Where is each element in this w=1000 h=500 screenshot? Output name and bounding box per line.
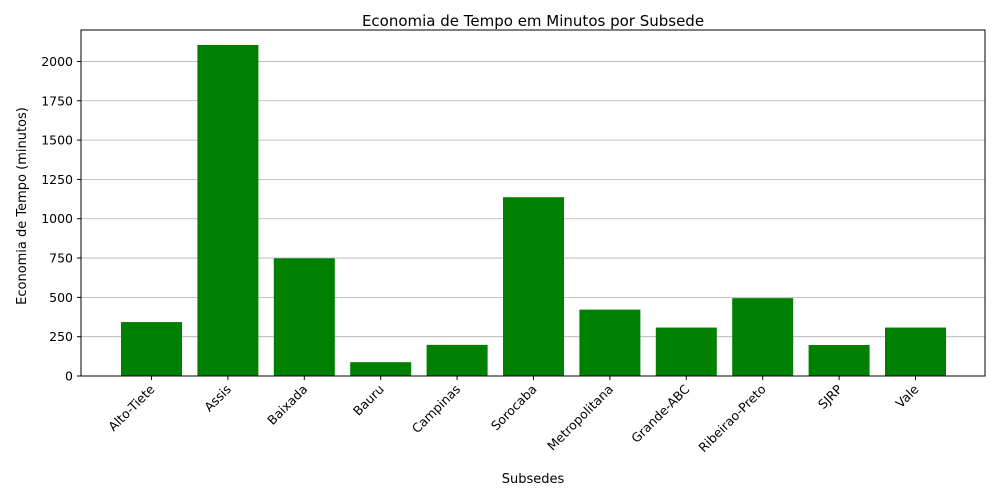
y-axis-ticks: 0 250 500 750 1000 1250 1500 1750 2000 (41, 54, 81, 384)
chart-title: Economia de Tempo em Minutos por Subsede (362, 12, 704, 30)
bar (426, 344, 488, 376)
x-tick-label: Baixada (264, 382, 310, 428)
bar (579, 309, 641, 376)
bar (273, 258, 335, 376)
x-tick-label: Assis (201, 382, 234, 415)
bar (503, 197, 564, 376)
bar (808, 345, 870, 376)
x-tick-label: Metropolitana (544, 382, 616, 454)
x-tick-label: Vale (892, 381, 921, 410)
y-tick-label: 2000 (41, 54, 73, 69)
y-tick-label: 250 (49, 329, 73, 344)
x-tick-label: Ribeirao-Preto (695, 382, 768, 455)
y-tick-label: 500 (49, 290, 73, 305)
bar (732, 298, 794, 376)
y-tick-label: 0 (65, 369, 73, 384)
x-axis-label: Subsedes (502, 472, 565, 487)
x-tick-label: Alto-Tiete (105, 381, 158, 434)
bar (121, 322, 182, 376)
bar (197, 44, 259, 376)
x-tick-label: SJRP (815, 381, 846, 412)
x-axis-ticks: Alto-Tiete Assis Baixada Bauru Campinas Soroc… (105, 376, 922, 455)
x-tick-label: Bauru (350, 382, 387, 419)
y-tick-label: 1500 (41, 133, 73, 148)
y-tick-label: 1750 (41, 93, 73, 108)
bar (655, 327, 717, 376)
y-tick-label: 1250 (41, 172, 73, 187)
bars (121, 44, 946, 376)
x-tick-label: Sorocaba (488, 382, 540, 434)
bar (885, 327, 946, 376)
x-tick-label: Grande-ABC (628, 381, 692, 445)
y-tick-label: 750 (49, 251, 73, 266)
y-tick-label: 1000 (41, 211, 73, 226)
bar (350, 362, 412, 376)
x-tick-label: Campinas (409, 382, 464, 437)
y-axis-label: Economia de Tempo (minutos) (15, 107, 30, 305)
